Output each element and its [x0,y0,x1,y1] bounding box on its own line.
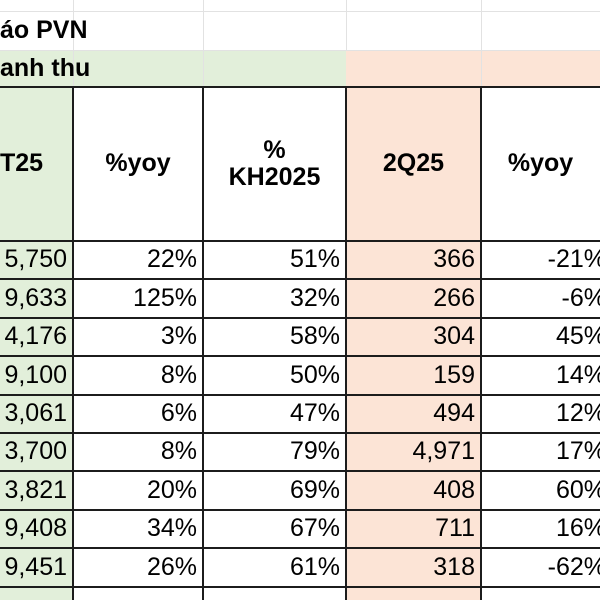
cell-border [0,509,600,511]
gridline [73,0,74,87]
header-cell[interactable]: 2Q25 [382,149,445,178]
table-cell[interactable]: 9,100 [4,360,67,389]
section-fill-peach [346,50,600,87]
gridline [203,0,204,87]
gridline [0,11,600,12]
cell-border [0,432,600,434]
table-cell[interactable]: 5,750 [4,245,67,274]
table-cell[interactable]: -21% [547,245,600,274]
header-cell[interactable]: T25 [0,149,44,178]
cell-border [0,394,600,396]
table-cell[interactable]: -6% [561,283,600,312]
table-cell[interactable]: 318 [433,552,475,581]
table-cell[interactable]: 60% [555,475,600,504]
table-cell[interactable]: 67% [289,514,340,543]
header-cell[interactable]: %yoy [105,149,171,178]
table-cell[interactable]: 47% [289,399,340,428]
table-cell[interactable]: 304 [433,322,475,351]
table-cell[interactable]: 26% [146,552,197,581]
table-cell[interactable]: -62% [547,552,600,581]
table-cell[interactable]: 17% [555,437,600,466]
cell-border [72,87,74,600]
table-cell[interactable]: 12% [555,399,600,428]
gridline [346,0,347,50]
table-cell[interactable]: 61% [289,552,340,581]
table-cell[interactable]: 6% [160,399,197,428]
table-cell[interactable]: 32% [289,283,340,312]
table-cell[interactable]: 34% [146,514,197,543]
table-cell[interactable]: 50% [289,360,340,389]
cell-border [0,86,600,88]
table-cell[interactable]: 4,176 [4,322,67,351]
cell-border [0,586,600,588]
cell-border [0,278,600,280]
table-cell[interactable]: 58% [289,322,340,351]
cell-border [345,87,347,600]
table-cell[interactable]: 494 [433,399,475,428]
table-cell[interactable]: 16% [555,514,600,543]
cell-border [0,355,600,357]
table-cell[interactable]: 711 [435,514,475,543]
table-cell[interactable]: 9,408 [4,514,67,543]
table-cell[interactable]: 159 [433,360,475,389]
sheet-title[interactable]: áo PVN [0,15,88,44]
cell-border [202,87,204,600]
gridline [481,0,482,87]
table-cell[interactable]: 3% [160,322,197,351]
header-cell[interactable]: % KH2025 [228,135,321,191]
table-cell[interactable]: 266 [433,283,475,312]
table-cell[interactable]: 9,451 [4,552,67,581]
cell-border [480,87,482,600]
cell-border [0,317,600,319]
table-cell[interactable]: 69% [289,475,340,504]
table-cell[interactable]: 9,633 [4,283,67,312]
table-cell[interactable]: 45% [555,322,600,351]
table-cell[interactable]: 3,700 [4,437,67,466]
table-cell[interactable]: 408 [433,475,475,504]
table-cell[interactable]: 14% [555,360,600,389]
gridline [0,50,600,51]
table-cell[interactable]: 8% [160,360,197,389]
column-fill-peach [346,87,481,600]
section-fill-green [0,50,346,87]
column-fill-green [0,87,73,600]
table-cell[interactable]: 125% [133,283,197,312]
table-cell[interactable]: 51% [289,245,340,274]
header-cell[interactable]: %yoy [507,149,574,178]
cell-border [0,240,600,242]
table-cell[interactable]: 22% [146,245,197,274]
table-cell[interactable]: 3,821 [4,475,67,504]
section-label[interactable]: anh thu [0,53,91,82]
table-cell[interactable]: 3,061 [4,399,67,428]
table-cell[interactable]: 20% [146,475,197,504]
table-cell[interactable]: 4,971 [412,437,475,466]
cell-border [0,470,600,472]
table-cell[interactable]: 366 [433,245,475,274]
table-cell[interactable]: 8% [160,437,197,466]
cell-border [0,547,600,549]
table-cell[interactable]: 79% [289,437,340,466]
